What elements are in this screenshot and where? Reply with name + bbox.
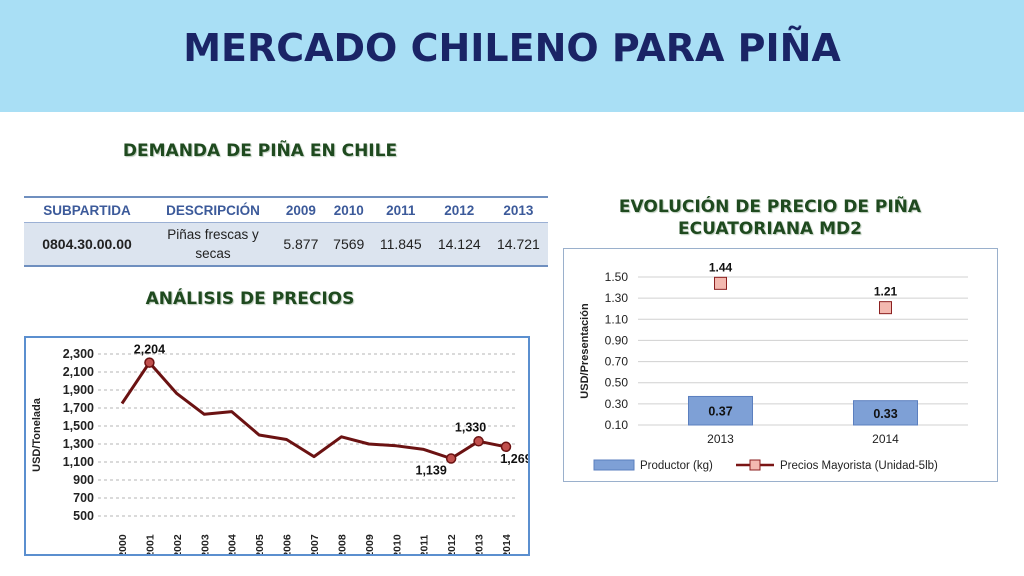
y-tick-label: 0.50 xyxy=(605,376,629,390)
cell-2009: 5.877 xyxy=(276,222,326,267)
data-label: 1,330 xyxy=(455,420,486,434)
data-label: 1,269 xyxy=(500,452,528,466)
col-2011: 2011 xyxy=(371,196,430,223)
y-tick-label: 700 xyxy=(73,491,94,505)
demand-header-row: SUBPARTIDA DESCRIPCIÓN 2009 2010 2011 20… xyxy=(24,196,548,223)
price-evolution-svg: 0.10 0.30 0.50 0.70 0.90 1.10 1.30 1.50 USD/Pres… xyxy=(579,260,968,472)
demand-title: DEMANDA DE PIÑA EN CHILE xyxy=(122,141,398,161)
col-descripcion: DESCRIPCIÓN xyxy=(150,196,276,223)
col-subpartida: SUBPARTIDA xyxy=(24,196,150,223)
x-tick-label: 2003 xyxy=(199,534,211,554)
x-tick-label: 2011 xyxy=(419,534,431,554)
bar-value-label: 0.33 xyxy=(873,407,897,421)
col-2010: 2010 xyxy=(325,196,372,223)
bar xyxy=(688,395,753,426)
y-tick-label: 500 xyxy=(73,509,94,523)
x-tick-label: 2013 xyxy=(474,534,486,554)
data-point xyxy=(144,357,155,368)
x-tick-label: 2008 xyxy=(336,534,348,554)
x-tick-label: 2009 xyxy=(364,534,376,554)
data-label: 2,204 xyxy=(134,343,165,357)
col-2009: 2009 xyxy=(276,196,326,223)
y-tick-label: 1,300 xyxy=(63,437,94,451)
legend-marker-swatch xyxy=(749,459,761,471)
col-2013: 2013 xyxy=(488,196,548,223)
price-analysis-chart: 500 700 900 1,100 1,300 1,500 1,700 1,900 2,100 2… xyxy=(24,336,532,558)
cell-2011: 11.845 xyxy=(371,222,430,267)
price-analysis-svg: 500 700 900 1,100 1,300 1,500 1,700 1,900 2,100 2… xyxy=(31,343,532,558)
marker-point xyxy=(714,276,727,290)
y-axis-label: USD/Tonelada xyxy=(31,397,43,472)
marker-value-label: 1.21 xyxy=(874,285,898,299)
marker-value-label: 1.44 xyxy=(709,260,733,274)
price-line xyxy=(120,361,507,460)
analysis-title: ANÁLISIS DE PRECIOS xyxy=(145,289,355,309)
plot-area xyxy=(638,269,968,425)
bar-value-label: 0.37 xyxy=(708,405,732,419)
y-tick-label: 1,700 xyxy=(63,401,94,415)
bar xyxy=(853,400,918,426)
col-2012: 2012 xyxy=(429,196,489,223)
cell-2012: 14.124 xyxy=(429,222,489,267)
table-row: 0804.30.00.00 Piñas frescas y secas 5.87… xyxy=(24,222,548,267)
data-point xyxy=(445,453,457,464)
y-tick-label: 0.70 xyxy=(605,355,629,369)
y-tick-label: 0.10 xyxy=(605,418,629,432)
x-tick-label: 2004 xyxy=(227,534,239,554)
x-tick-label: 2002 xyxy=(172,534,184,554)
x-tick-label: 2013 xyxy=(707,432,734,446)
x-tick-label: 2012 xyxy=(446,534,458,554)
cell-subpartida: 0804.30.00.00 xyxy=(24,222,150,267)
x-tick-label: 2014 xyxy=(501,534,513,554)
cell-2010: 7569 xyxy=(325,222,372,267)
x-tick-label: 2010 xyxy=(391,534,403,554)
legend-bar-swatch xyxy=(593,459,635,471)
price-evolution-chart: 0.10 0.30 0.50 0.70 0.90 1.10 1.30 1.50 USD/Pres… xyxy=(563,248,998,482)
y-tick-label: 1,100 xyxy=(63,455,94,469)
demand-table: SUBPARTIDA DESCRIPCIÓN 2009 2010 2011 20… xyxy=(24,196,548,267)
y-tick-label: 1.10 xyxy=(605,312,629,326)
y-tick-label: 1,500 xyxy=(63,419,94,433)
y-tick-label: 1.30 xyxy=(605,291,629,305)
x-tick-label: 2007 xyxy=(309,534,321,554)
y-tick-label: 2,300 xyxy=(63,347,94,361)
cell-2013: 14.721 xyxy=(488,222,548,267)
y-tick-label: 1.50 xyxy=(605,270,629,284)
x-tick-label: 2006 xyxy=(282,534,294,554)
evolution-title: EVOLUCIÓN DE PRECIO DE PIÑA ECUATORIANA … xyxy=(618,197,922,239)
y-tick-label: 1,900 xyxy=(63,383,94,397)
page-title: MERCADO CHILENO PARA PIÑA xyxy=(183,26,841,70)
cell-descripcion: Piñas frescas y secas xyxy=(150,222,276,267)
y-axis-label: USD/Presentación xyxy=(579,303,591,399)
x-tick-label: 2005 xyxy=(254,534,266,554)
x-tick-label: 2014 xyxy=(872,432,899,446)
y-tick-label: 900 xyxy=(73,473,94,487)
y-tick-label: 2,100 xyxy=(63,365,94,379)
y-tick-label: 0.30 xyxy=(605,397,629,411)
marker-point xyxy=(879,301,892,315)
x-tick-label: 2000 xyxy=(117,534,129,554)
x-tick-label: 2001 xyxy=(144,534,156,554)
data-point xyxy=(473,436,484,447)
data-label: 1,139 xyxy=(416,463,447,477)
data-point xyxy=(500,441,512,453)
legend-bar-label: Productor (kg) xyxy=(640,460,713,472)
legend-marker-label: Precios Mayorista (Unidad-5lb) xyxy=(780,460,938,472)
header-banner: MERCADO CHILENO PARA PIÑA xyxy=(0,0,1024,112)
y-tick-label: 0.90 xyxy=(605,333,629,347)
